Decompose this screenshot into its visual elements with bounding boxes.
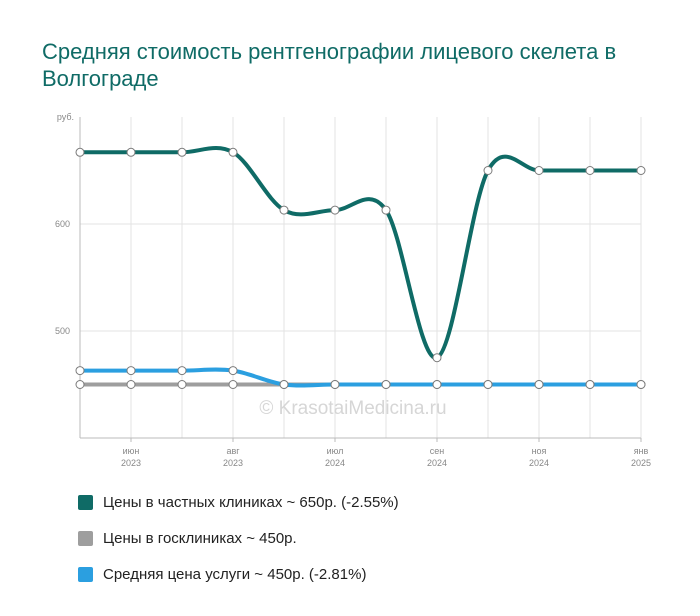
x-tick-label-year: 2025 <box>631 458 651 468</box>
legend-label: Цены в госклиниках ~ 450р. <box>103 529 297 547</box>
x-tick-label-month: авг <box>226 446 240 456</box>
series-group <box>78 146 643 388</box>
data-point <box>381 380 391 389</box>
legend-item[interactable]: Цены в частных клиниках ~ 650р. (-2.55%) <box>78 484 399 520</box>
data-point <box>75 147 85 157</box>
data-point <box>228 380 238 389</box>
legend: Цены в частных клиниках ~ 650р. (-2.55%)… <box>78 484 399 592</box>
legend-item[interactable]: Средняя цена услуги ~ 450р. (-2.81%) <box>78 556 399 592</box>
data-point <box>228 366 238 376</box>
data-point <box>432 353 442 363</box>
x-tick-label-year: 2024 <box>427 458 447 468</box>
data-point <box>330 380 340 389</box>
data-point <box>636 380 646 389</box>
data-point <box>636 166 646 175</box>
x-tick-label-month: янв <box>634 446 649 456</box>
grid <box>79 117 642 438</box>
data-point <box>126 380 136 389</box>
x-tick-label-year: 2023 <box>121 458 141 468</box>
data-point <box>279 380 289 389</box>
x-tick-label-month: июн <box>123 446 140 456</box>
data-point <box>483 166 493 175</box>
series-line <box>78 146 643 360</box>
y-unit-label: руб. <box>57 112 74 122</box>
data-point <box>585 380 595 389</box>
data-point <box>432 380 442 389</box>
data-point <box>75 380 85 389</box>
data-point <box>228 147 238 157</box>
x-tick-label-year: 2024 <box>325 458 345 468</box>
data-point <box>126 366 136 376</box>
data-point <box>483 380 493 389</box>
legend-swatch <box>78 530 93 546</box>
y-tick-label: 600 <box>55 219 70 229</box>
x-tick-label-month: ноя <box>532 446 547 456</box>
data-point <box>75 366 85 376</box>
data-point <box>177 147 187 157</box>
chart-title: Средняя стоимость рентгенографии лицевог… <box>42 39 617 91</box>
legend-swatch <box>78 494 93 510</box>
legend-swatch <box>78 566 93 582</box>
points-group <box>75 147 646 389</box>
line-chart: © KrasotaiMedicina.ru 500 600 руб. июн 2023 а… <box>55 112 651 468</box>
x-tick-label-month: сен <box>430 446 445 456</box>
data-point <box>585 166 595 175</box>
x-tick-label-year: 2024 <box>529 458 549 468</box>
data-point <box>177 366 187 376</box>
data-point <box>330 205 340 215</box>
x-tick-label-year: 2023 <box>223 458 243 468</box>
legend-label: Цены в частных клиниках ~ 650р. (-2.55%) <box>103 493 399 511</box>
data-point <box>381 205 391 215</box>
data-point <box>279 205 289 215</box>
data-point <box>534 380 544 389</box>
legend-item[interactable]: Цены в госклиниках ~ 450р. <box>78 520 399 556</box>
y-tick-label: 500 <box>55 326 70 336</box>
data-point <box>534 166 544 175</box>
legend-label: Средняя цена услуги ~ 450р. (-2.81%) <box>103 565 367 583</box>
x-tick-label-month: июл <box>327 446 344 456</box>
data-point <box>126 147 136 157</box>
data-point <box>177 380 187 389</box>
watermark: © KrasotaiMedicina.ru <box>259 398 446 419</box>
